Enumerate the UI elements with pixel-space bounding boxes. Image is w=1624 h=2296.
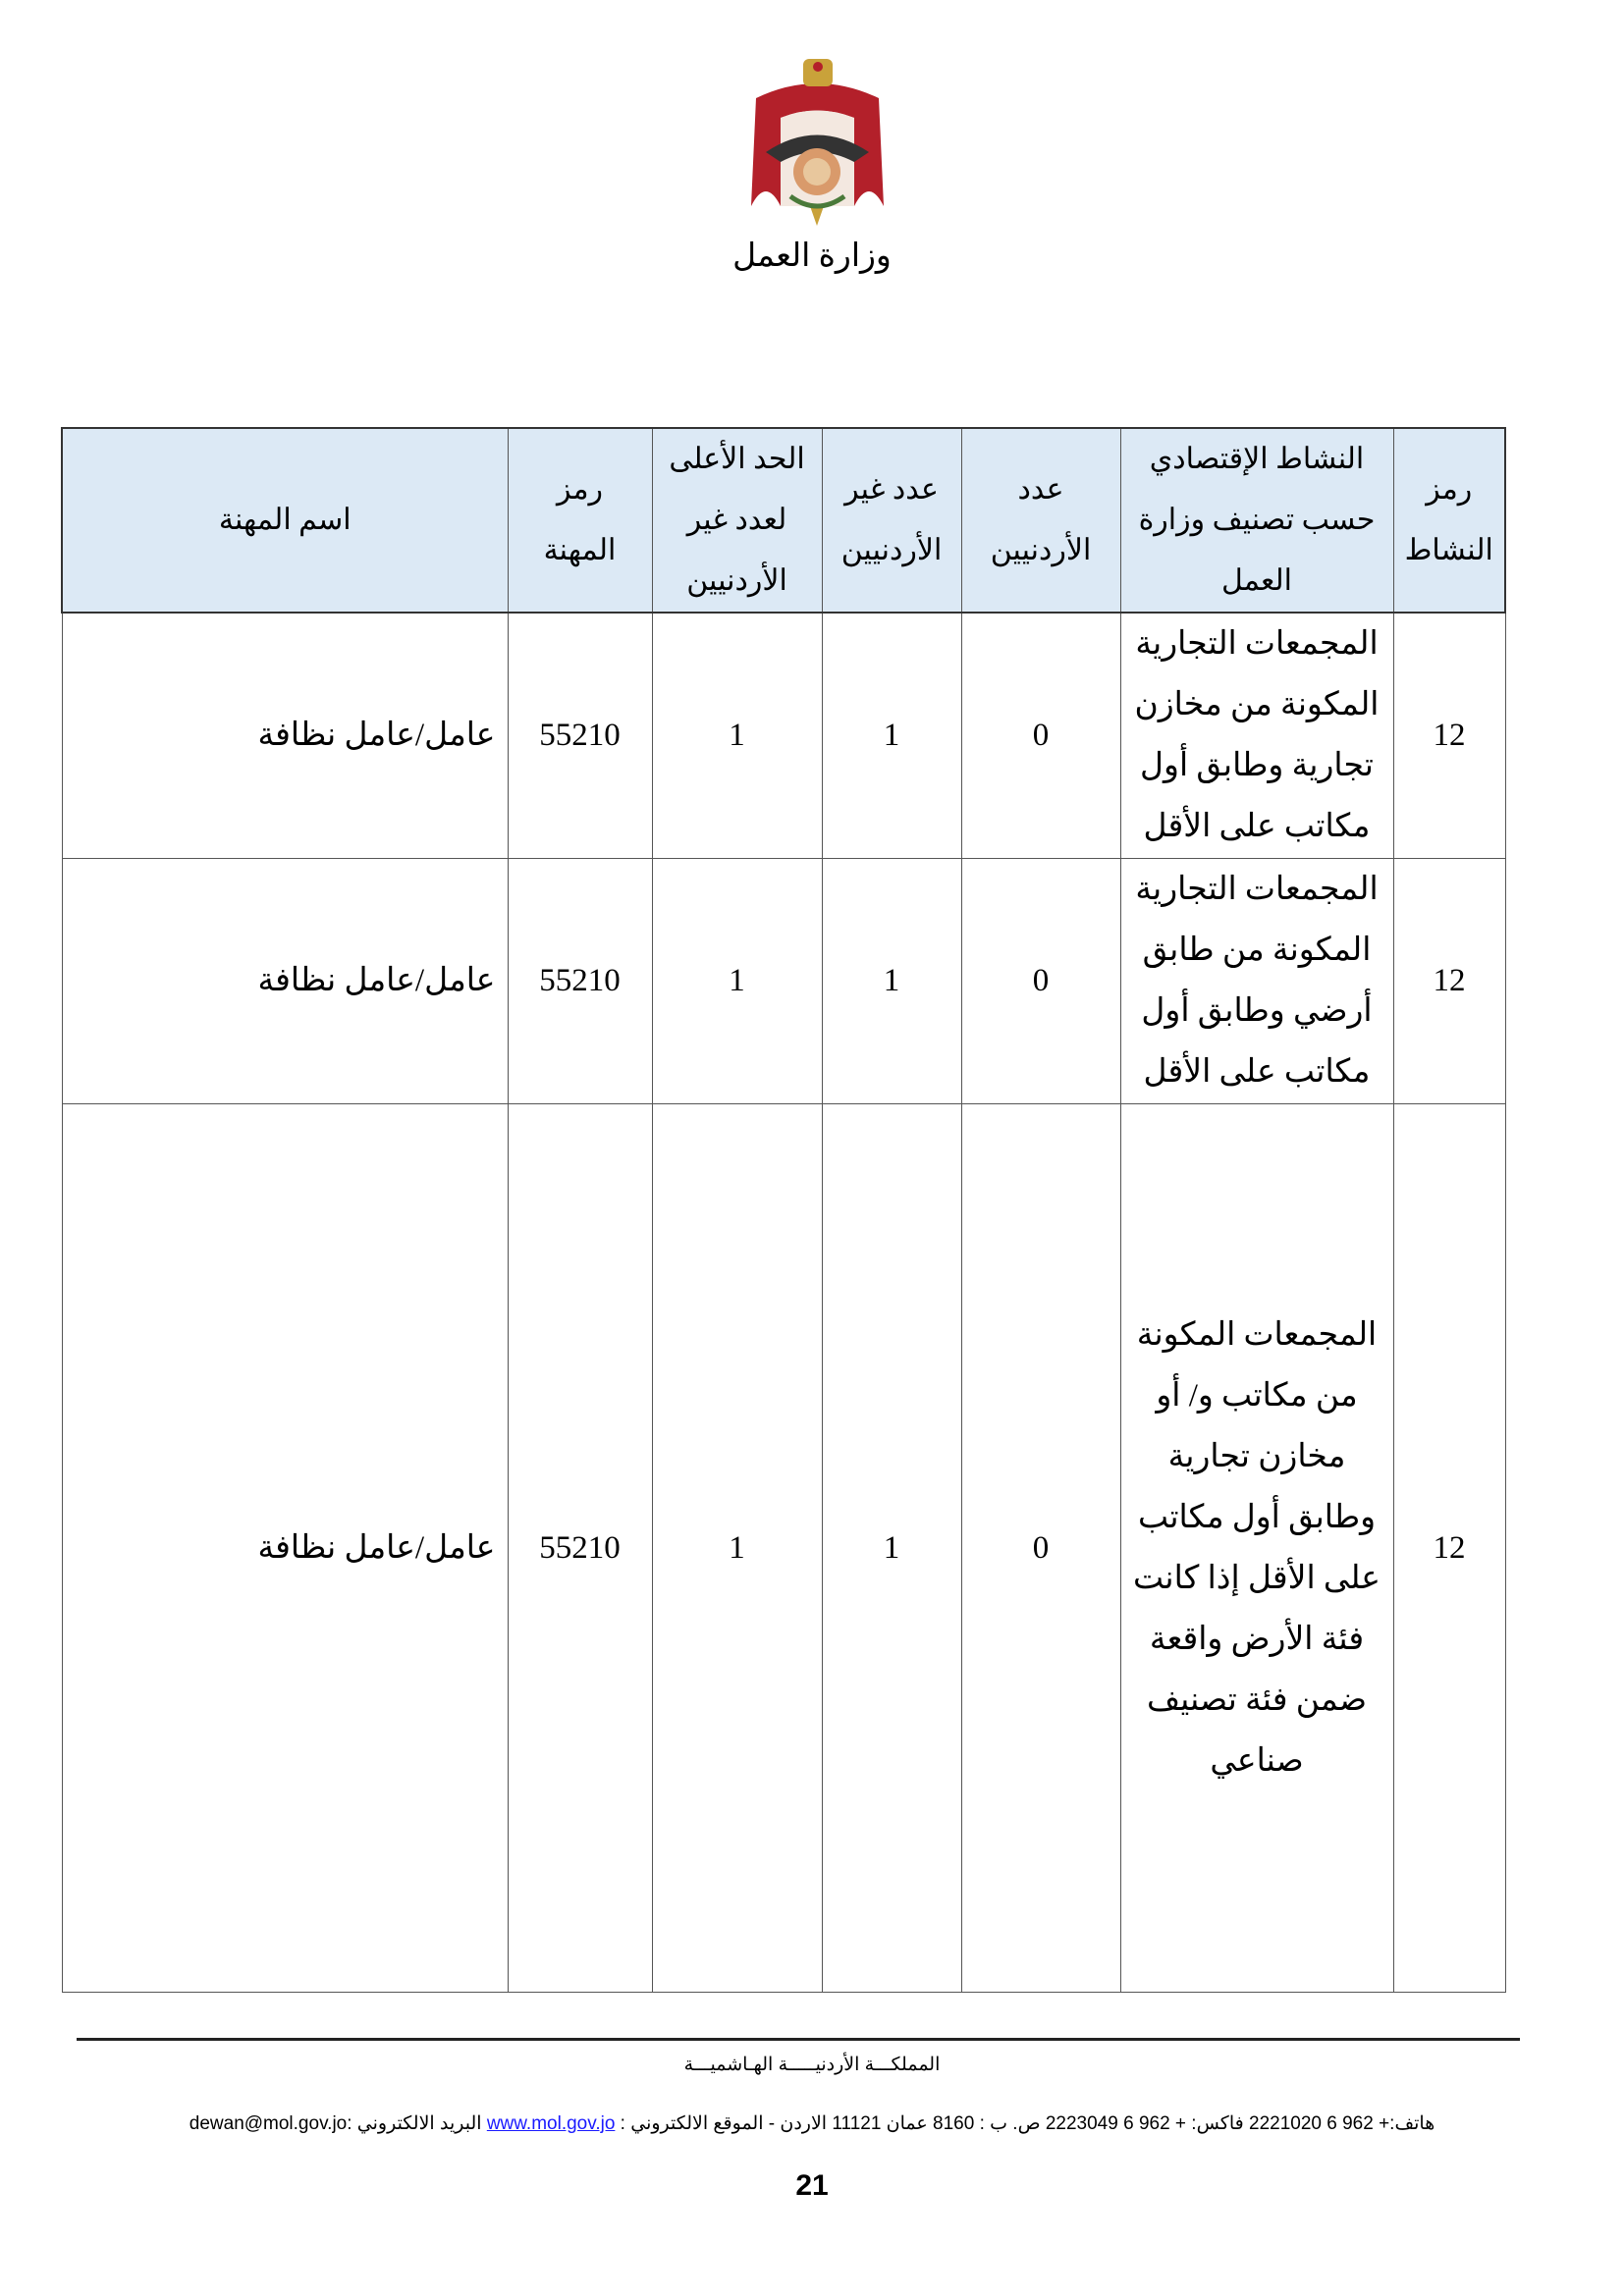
activity-code: 12 [1392,857,1506,1104]
activity-code: 12 [1392,1102,1506,1993]
ministry-name: وزارة العمل [732,239,892,274]
footer-divider [77,2038,1520,2041]
footer-contact: هاتف:+ 962 6 2221020 فاكس: + 962 6 22230… [0,2112,1624,2135]
occupation-code: 55210 [507,612,653,859]
jordanians-count: 0 [960,612,1121,859]
footer-kingdom: المملكـــة الأردنيـــــة الهـاشميـــة [683,2055,941,2075]
occupation-name: عامل/عامل نظافة [61,857,509,1104]
table-row: 12 المجمعات المكونة من مكاتب و/ أو مخازن… [61,1102,1506,1993]
header-economic-activity: النشاط الإقتصادي حسب تصنيف وزارة العمل [1119,427,1394,614]
jordanians-count: 0 [960,857,1121,1104]
non-jordanians-count: 1 [821,612,962,859]
header-occupation-name: اسم المهنة [61,427,509,614]
contact-phone-fax-address: هاتف:+ 962 6 2221020 فاكس: + 962 6 22230… [615,2113,1435,2134]
occupation-name: عامل/عامل نظافة [61,1102,509,1993]
table-row: 12 المجمعات التجارية المكونة من طابق أرض… [61,857,1506,1104]
max-non-jordanians: 1 [651,857,823,1104]
header-jordanians-count: عدد الأردنيين [960,427,1121,614]
economic-activity: المجمعات التجارية المكونة من مخازن تجاري… [1119,612,1394,859]
contact-email: البريد الالكتروني :dewan@mol.gov.jo [189,2113,487,2134]
max-non-jordanians: 1 [651,1102,823,1993]
coat-of-arms-logo [751,59,884,226]
occupation-code: 55210 [507,1102,653,1993]
non-jordanians-count: 1 [821,1102,962,1993]
header-occupation-code: رمز المهنة [507,427,653,614]
occupation-name: عامل/عامل نظافة [61,612,509,859]
occupation-code: 55210 [507,857,653,1104]
table-header-row: رمز النشاط النشاط الإقتصادي حسب تصنيف وز… [61,427,1506,614]
header-non-jordanians-count: عدد غير الأردنيين [821,427,962,614]
table-row: 12 المجمعات التجارية المكونة من مخازن تج… [61,612,1506,859]
occupations-table: رمز النشاط النشاط الإقتصادي حسب تصنيف وز… [61,427,1506,1993]
max-non-jordanians: 1 [651,612,823,859]
non-jordanians-count: 1 [821,857,962,1104]
economic-activity: المجمعات المكونة من مكاتب و/ أو مخازن تج… [1119,1102,1394,1993]
jordanians-count: 0 [960,1102,1121,1993]
activity-code: 12 [1392,612,1506,859]
page-number: 21 [795,2169,829,2202]
economic-activity: المجمعات التجارية المكونة من طابق أرضي و… [1119,857,1394,1104]
header-max-non-jordanians: الحد الأعلى لعدد غير الأردنيين [651,427,823,614]
website-link[interactable]: www.mol.gov.jo [486,2113,616,2134]
header-activity-code: رمز النشاط [1392,427,1506,614]
